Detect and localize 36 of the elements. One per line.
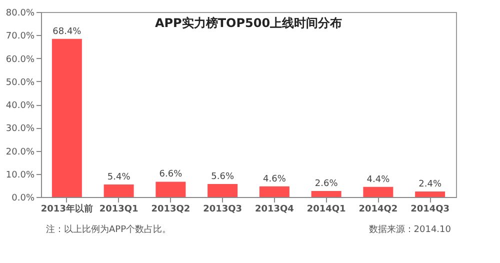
chart-title: APP实力榜TOP500上线时间分布 — [154, 16, 342, 30]
x-tick-label: 2014Q2 — [358, 204, 398, 214]
bar — [259, 186, 290, 197]
y-tick-label: 10.0% — [6, 170, 35, 180]
x-tick-label: 2014Q3 — [410, 204, 450, 214]
data-label: 6.6% — [159, 170, 183, 180]
source-note: 数据来源：2014.10 — [368, 224, 452, 235]
y-tick-label: 40.0% — [6, 101, 35, 111]
data-label: 4.6% — [263, 174, 286, 184]
x-tick-label: 2013Q3 — [203, 204, 242, 214]
bar — [208, 184, 238, 197]
bar — [52, 38, 82, 197]
data-label: 2.6% — [314, 178, 338, 189]
data-label: 5.6% — [211, 172, 234, 182]
x-tick-label: 2013Q1 — [99, 204, 138, 214]
data-label: 2.4% — [418, 179, 442, 190]
x-tick-label: 2013Q4 — [254, 204, 294, 214]
y-tick-label: 50.0% — [6, 78, 35, 88]
x-tick-label: 2014Q1 — [306, 204, 346, 214]
text: 注：以上比例为APP个数占比。 — [46, 224, 172, 235]
x-tick-label: 2013Q2 — [151, 204, 190, 214]
bar — [415, 191, 446, 197]
y-tick-label: 30.0% — [6, 124, 35, 134]
data-label: 5.4% — [107, 172, 131, 183]
data-label: 68.4% — [52, 26, 82, 37]
bar — [104, 184, 134, 197]
bar — [311, 190, 342, 197]
y-tick-label: 0.0% — [12, 194, 35, 204]
y-tick-label: 70.0% — [6, 32, 35, 42]
y-tick-label: 20.0% — [6, 147, 35, 158]
bar — [156, 182, 186, 197]
bar — [363, 186, 394, 197]
y-tick-label: 80.0% — [6, 8, 35, 18]
x-tick-label: 2013年以前 — [40, 204, 93, 214]
y-tick-label: 60.0% — [6, 54, 35, 65]
data-label: 4.4% — [366, 174, 390, 185]
